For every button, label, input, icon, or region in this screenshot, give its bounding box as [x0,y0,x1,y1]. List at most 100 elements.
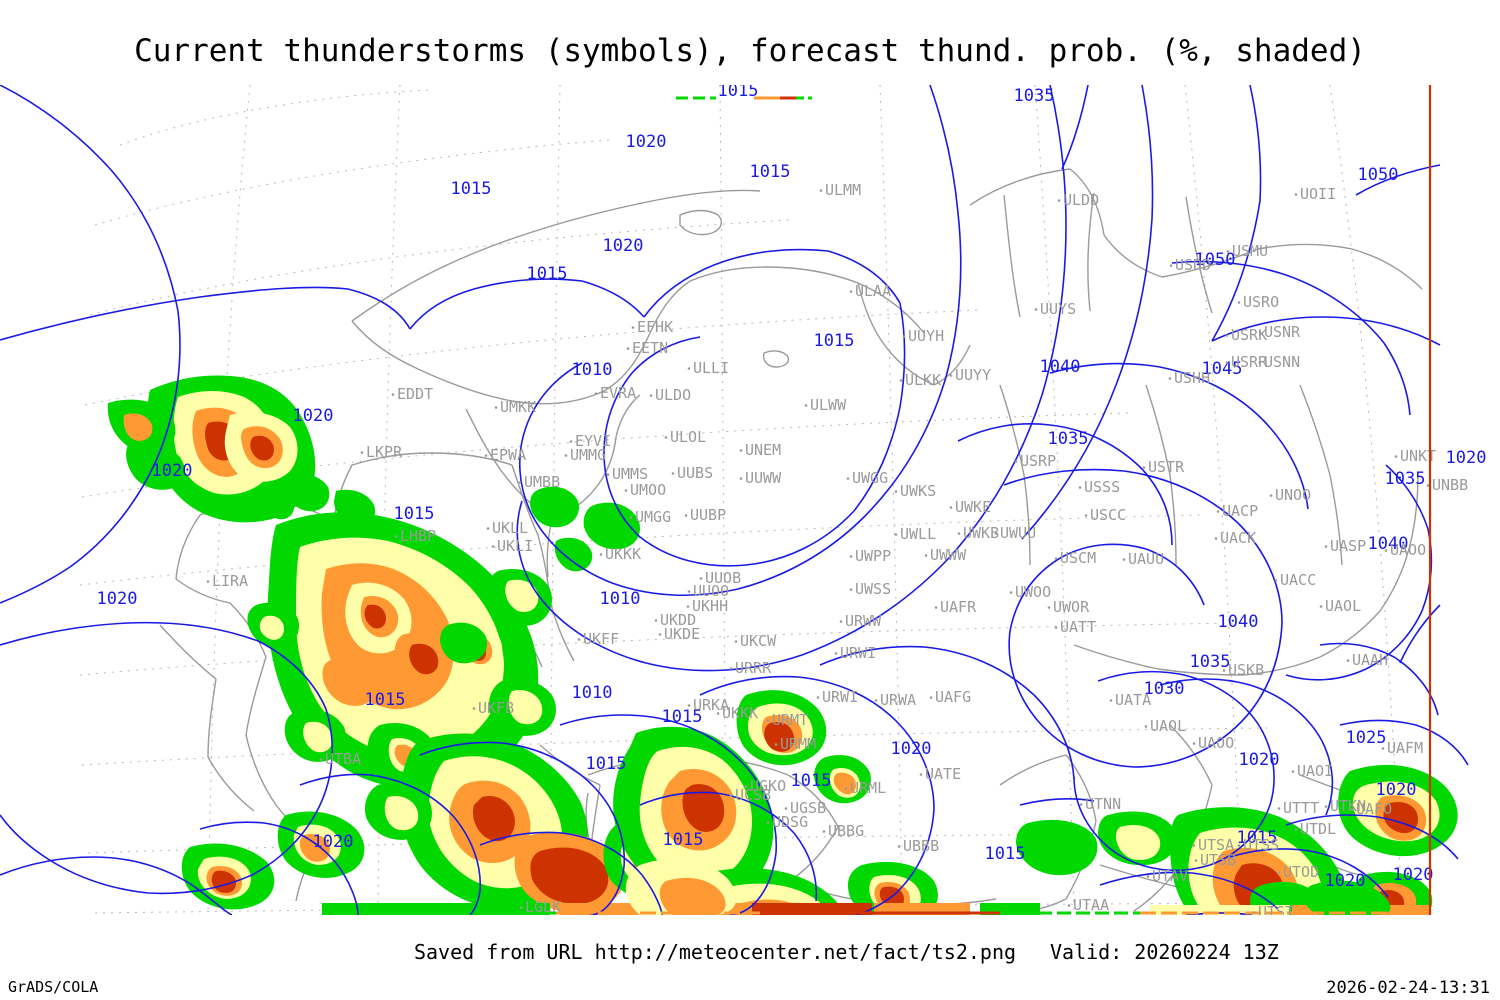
station-dot-icon [899,379,903,382]
station-id-label: URWW [845,612,882,630]
station-marker: URMM [774,735,816,753]
station-id-label: UMMG [570,446,606,464]
station-marker: UACP [1216,502,1258,520]
station-id-label: UNOO [1275,486,1311,504]
station-id-label: URWI [822,688,858,706]
station-marker: UTOD [1277,863,1319,881]
station-marker: USKB [1222,661,1264,679]
station-id-label: USDD [1175,256,1211,274]
render-timestamp: 2026-02-24-13:31 [1326,978,1490,998]
station-marker: URWW [839,612,882,630]
station-marker: USCC [1084,506,1126,524]
isobar-label: 1015 [1237,828,1278,848]
station-id-label: UWWW [930,546,967,564]
station-dot-icon [849,555,853,558]
isobar-label: 1010 [600,589,641,609]
station-marker: USRK [1225,326,1267,344]
station-dot-icon [766,719,770,722]
station-dot-icon [874,699,878,702]
station-dot-icon [686,605,690,608]
station-marker: UUYY [949,366,991,384]
station-dot-icon [1047,606,1051,609]
station-id-label: ULMM [825,181,861,199]
station-dot-icon [569,440,573,443]
station-marker: ULAA [849,282,891,300]
station-dot-icon [687,704,691,707]
station-id-label: UKCW [740,632,777,650]
station-dot-icon [949,506,953,509]
station-marker: ULKK [899,371,941,389]
station-id-label: UUYS [1040,300,1076,318]
station-dot-icon [894,490,898,493]
station-id-label: USRR [1231,353,1268,371]
station-dot-icon [1258,361,1262,364]
station-dot-icon [472,707,476,710]
isobar-label: 1020 [1239,750,1280,770]
station-marker: UKDD [654,611,696,629]
station-dot-icon [518,481,522,484]
isobar-label: 1020 [626,132,667,152]
station-id-label: UCSB [735,786,771,804]
station-dot-icon [729,667,733,670]
station-dot-icon [919,773,923,776]
station-marker: UAAH [1346,651,1388,669]
station-id-label: USRO [1243,293,1279,311]
mslp-isobars [0,85,1469,915]
station-marker: UUYS [1034,300,1076,318]
station-id-label: UOII [1300,185,1336,203]
station-id-label: UUBP [690,506,726,524]
station-dot-icon [744,785,748,788]
station-dot-icon [849,588,853,591]
station-id-label: EPWA [490,446,526,464]
station-marker: UNKT [1394,447,1436,465]
station-dot-icon [1009,591,1013,594]
station-dot-icon [1146,875,1150,878]
station-dot-icon [949,374,953,377]
station-dot-icon [631,326,635,329]
station-marker: UUOO [687,582,729,600]
station-marker: UAFR [934,598,977,616]
station-marker: UTAA [1067,896,1109,914]
station-marker: UUBS [671,464,713,482]
isobar-label: 1040 [1218,612,1259,632]
saved-from-url-label: Saved from URL http://meteocenter.net/fa… [413,940,1017,964]
station-dot-icon [624,489,628,492]
station-dot-icon [491,545,495,548]
station-id-label: UMGG [635,508,671,526]
station-id-label: EETN [632,339,668,357]
station-marker: UKDE [658,625,700,643]
station-marker: USCM [1054,549,1096,567]
isobar-label: 1010 [572,683,613,703]
station-id-label: UAUU [1128,550,1164,568]
station-marker: EVRA [594,384,636,402]
station-id-label: URMT [772,711,808,729]
station-dot-icon [1394,455,1398,458]
station-dot-icon [577,638,581,641]
station-dot-icon [1034,308,1038,311]
station-marker: UNOO [1269,486,1311,504]
isobar-label: 1050 [1358,165,1399,185]
station-marker: UGKO [744,777,786,795]
station-id-label: EFHK [637,318,673,336]
station-marker: UTSS [1237,836,1279,854]
station-marker: UKHH [686,597,728,615]
station-marker: UNBB [1426,476,1468,494]
station-id-label: UUYY [955,366,991,384]
station-id-label: URWA [880,691,916,709]
station-dot-icon [1144,725,1148,728]
station-marker: UTSB [1194,851,1236,869]
station-id-label: UMBB [524,473,560,491]
station-id-label: UUBS [677,464,713,482]
station-id-label: UBBB [903,837,939,855]
isobar-label: 1015 [586,754,627,774]
station-id-label: UTAA [1073,896,1109,914]
station-id-label: UAFO [1356,800,1392,818]
station-marker: UKFB [472,699,514,717]
station-id-label: UTKN [1330,797,1366,815]
station-dot-icon [1122,558,1126,561]
station-id-label: LGLK [525,898,561,915]
station-marker: UMOO [624,481,666,499]
station-id-label: USRK [1231,326,1267,344]
station-dot-icon [849,290,853,293]
station-dot-icon [486,527,490,530]
